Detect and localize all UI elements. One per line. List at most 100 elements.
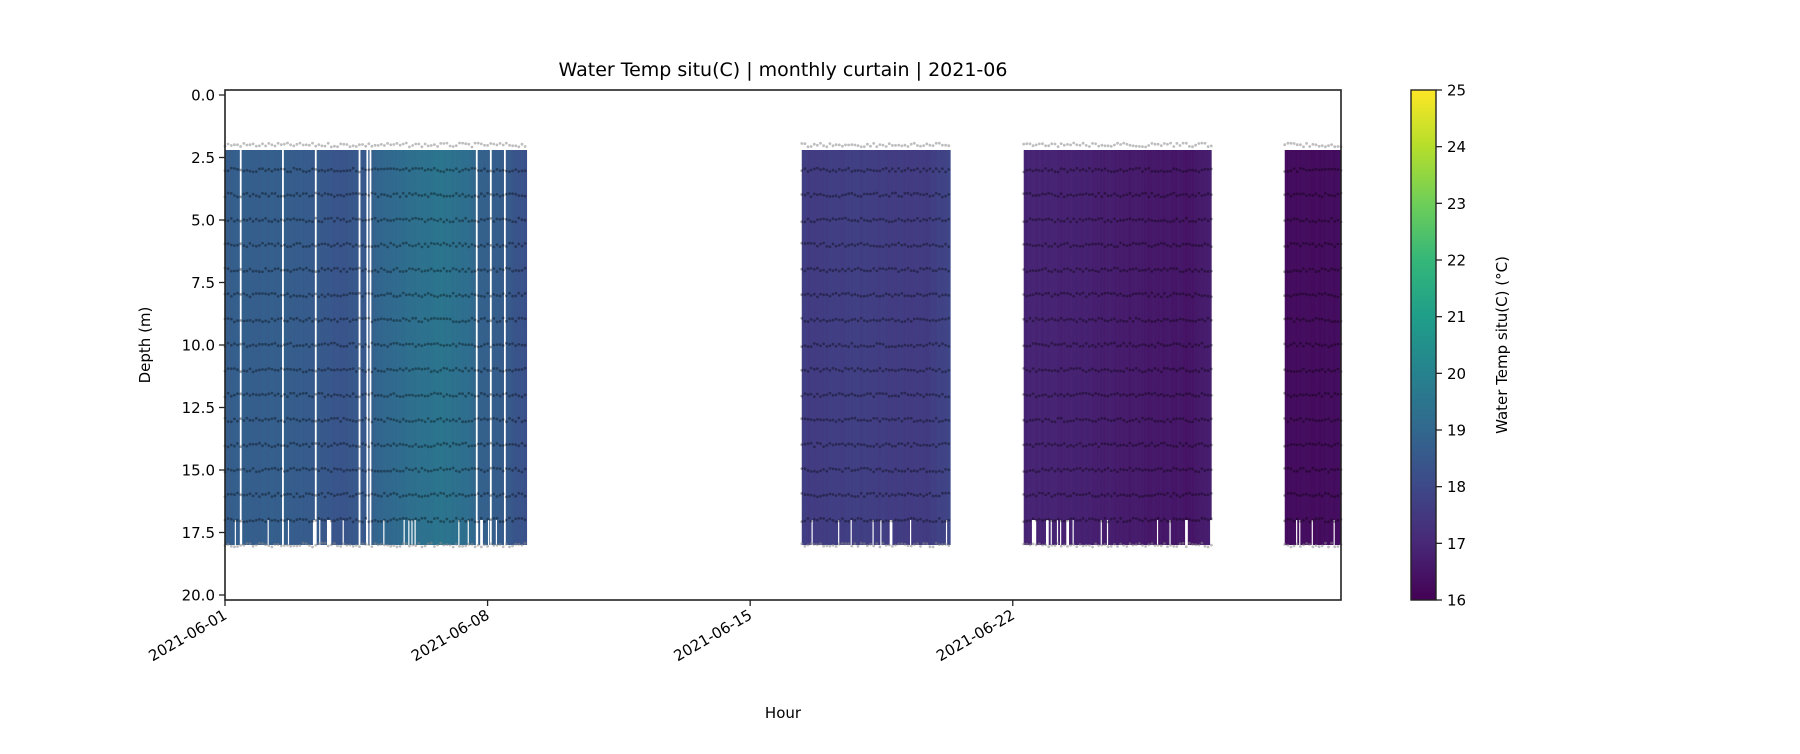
heat-column xyxy=(1037,150,1040,545)
sensor-point xyxy=(1308,342,1312,346)
sensor-point xyxy=(931,545,935,549)
heat-column xyxy=(492,150,495,545)
sensor-point xyxy=(897,542,901,546)
sensor-point xyxy=(903,243,907,246)
sensor-point xyxy=(373,469,377,473)
sensor-point xyxy=(1138,269,1141,273)
sensor-point xyxy=(944,194,947,198)
sensor-point xyxy=(1153,518,1157,522)
sensor-point xyxy=(1106,243,1110,247)
sensor-point xyxy=(1100,416,1104,420)
sensor-point xyxy=(308,520,311,524)
sensor-point xyxy=(242,467,246,471)
sensor-point xyxy=(1209,443,1213,447)
heat-column xyxy=(446,150,449,545)
sensor-point xyxy=(800,193,804,196)
heat-column xyxy=(1165,150,1168,545)
sensor-point xyxy=(928,267,932,270)
sensor-point xyxy=(919,343,922,347)
sensor-point xyxy=(473,344,477,348)
sensor-point xyxy=(401,469,405,473)
heat-column xyxy=(1200,150,1203,545)
heat-column xyxy=(929,150,932,545)
sensor-point xyxy=(912,243,916,247)
heat-column xyxy=(851,150,854,545)
heat-column xyxy=(515,150,518,545)
sensor-point xyxy=(803,544,807,548)
sensor-point xyxy=(464,270,468,273)
sensor-point xyxy=(1103,319,1107,322)
sensor-point xyxy=(451,291,455,295)
sensor-point xyxy=(900,268,904,272)
sensor-point xyxy=(308,316,311,320)
sensor-point xyxy=(1163,170,1166,174)
sensor-point xyxy=(320,491,324,495)
sensor-point xyxy=(258,518,261,521)
heat-column xyxy=(437,150,440,545)
sensor-point xyxy=(800,520,804,523)
heat-column xyxy=(342,150,345,520)
sensor-point xyxy=(464,142,468,146)
heat-column xyxy=(353,150,356,545)
sensor-point xyxy=(233,194,236,197)
sensor-point xyxy=(495,243,499,247)
sensor-point xyxy=(891,519,894,523)
sensor-point xyxy=(436,169,439,172)
sensor-point xyxy=(1094,442,1097,446)
sensor-point xyxy=(828,170,832,174)
sensor-point xyxy=(261,241,264,245)
sensor-point xyxy=(881,342,885,346)
sensor-point xyxy=(837,243,841,247)
sensor-point xyxy=(828,466,832,470)
sensor-point xyxy=(1209,269,1213,273)
sensor-point xyxy=(1324,241,1327,245)
sensor-point xyxy=(248,169,252,173)
sensor-point xyxy=(398,270,402,273)
sensor-point xyxy=(1172,466,1176,470)
sensor-point xyxy=(1181,270,1185,274)
sensor-point xyxy=(1172,267,1176,271)
sensor-point xyxy=(1302,292,1305,296)
sensor-point xyxy=(336,416,339,420)
sensor-point xyxy=(351,341,355,345)
sensor-point xyxy=(523,242,527,245)
sensor-point xyxy=(1166,443,1169,447)
sensor-point xyxy=(1200,341,1204,345)
sensor-point xyxy=(392,218,396,222)
sensor-point xyxy=(1109,194,1113,198)
sensor-point xyxy=(251,392,255,396)
sensor-point xyxy=(314,216,318,220)
sensor-point xyxy=(270,192,274,195)
sensor-point xyxy=(1053,442,1057,446)
x-tick-label: 2021-06-08 xyxy=(408,606,493,665)
sensor-point xyxy=(1206,294,1210,298)
sensor-point xyxy=(498,245,502,249)
sensor-point xyxy=(1138,145,1141,148)
sensor-point xyxy=(276,242,280,245)
sensor-point xyxy=(1097,544,1101,547)
heat-column xyxy=(364,150,367,545)
sensor-point xyxy=(498,520,502,524)
sensor-point xyxy=(850,318,854,322)
sensor-point xyxy=(894,293,897,296)
heat-column xyxy=(518,150,521,545)
sensor-point xyxy=(916,244,919,248)
sensor-point xyxy=(847,345,850,349)
heat-column xyxy=(431,150,434,545)
sensor-point xyxy=(1100,217,1104,220)
sensor-point xyxy=(1078,169,1082,172)
sensor-point xyxy=(286,395,289,399)
sensor-point xyxy=(1141,292,1144,296)
sensor-point xyxy=(806,145,810,149)
sensor-point xyxy=(916,270,919,274)
sensor-point xyxy=(283,444,286,447)
data-gap xyxy=(489,150,492,547)
sensor-point xyxy=(258,470,261,473)
heat-column xyxy=(496,150,499,545)
sensor-point xyxy=(426,218,430,222)
sensor-point xyxy=(1283,219,1287,223)
sensor-point xyxy=(448,369,452,372)
sensor-point xyxy=(429,342,433,346)
sensor-point xyxy=(429,445,433,449)
heat-column xyxy=(911,150,914,545)
